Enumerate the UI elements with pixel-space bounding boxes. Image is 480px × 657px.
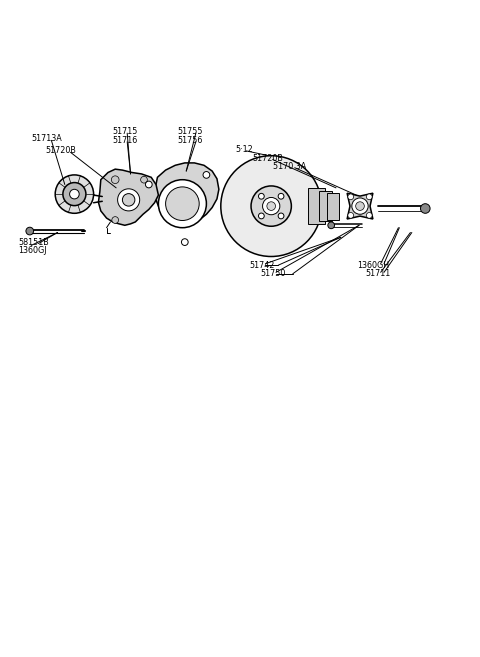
Text: 58151B: 58151B: [18, 238, 49, 246]
Bar: [319, 191, 332, 221]
Text: 51756: 51756: [178, 136, 203, 145]
Circle shape: [352, 198, 368, 214]
Bar: [327, 193, 339, 219]
Circle shape: [258, 193, 264, 199]
Polygon shape: [98, 169, 158, 225]
Circle shape: [267, 202, 276, 210]
Circle shape: [181, 238, 188, 246]
Circle shape: [26, 227, 34, 235]
Circle shape: [251, 186, 291, 226]
Text: 51716: 51716: [113, 136, 138, 145]
Circle shape: [70, 189, 79, 199]
Circle shape: [221, 156, 322, 256]
Text: 51755: 51755: [178, 127, 203, 136]
Text: 51720B: 51720B: [46, 147, 76, 156]
Circle shape: [55, 175, 94, 214]
Circle shape: [420, 204, 430, 214]
Text: 1360GJ: 1360GJ: [18, 246, 47, 255]
Circle shape: [63, 183, 86, 206]
Circle shape: [328, 222, 335, 229]
Circle shape: [278, 193, 284, 199]
Circle shape: [145, 181, 152, 188]
Text: 51750: 51750: [261, 269, 286, 279]
Text: 5170 3A: 5170 3A: [273, 162, 306, 171]
Circle shape: [366, 212, 372, 218]
Circle shape: [366, 194, 372, 200]
Circle shape: [258, 213, 264, 219]
Circle shape: [122, 194, 135, 206]
Text: 51720B: 51720B: [252, 154, 283, 162]
Text: 1360GH: 1360GH: [358, 261, 390, 269]
Circle shape: [348, 194, 354, 200]
Circle shape: [158, 180, 206, 228]
Circle shape: [203, 171, 210, 178]
Polygon shape: [347, 193, 373, 219]
Circle shape: [118, 189, 140, 211]
Text: 51711: 51711: [366, 269, 391, 279]
Text: 51742: 51742: [250, 261, 275, 269]
Circle shape: [141, 176, 147, 183]
Circle shape: [356, 202, 364, 210]
Circle shape: [111, 176, 119, 183]
Circle shape: [278, 213, 284, 219]
Text: 51715: 51715: [113, 127, 138, 136]
Text: 51713A: 51713A: [31, 135, 62, 143]
Bar: [308, 188, 325, 224]
Circle shape: [348, 212, 354, 218]
Polygon shape: [155, 163, 219, 225]
Circle shape: [112, 217, 119, 223]
Circle shape: [166, 187, 199, 221]
Circle shape: [263, 198, 280, 215]
Text: 5·12: 5·12: [235, 145, 253, 154]
